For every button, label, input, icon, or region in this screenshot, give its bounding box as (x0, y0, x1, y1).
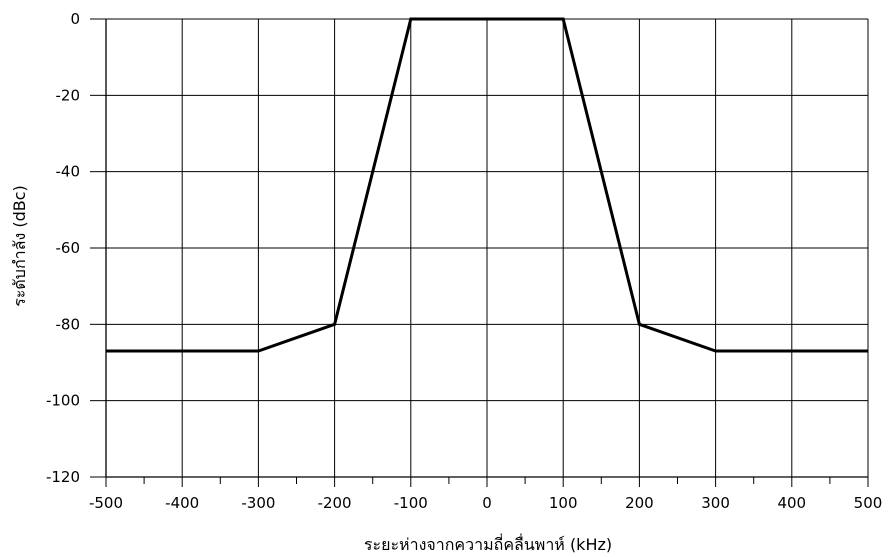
x-tick-label: 0 (482, 494, 492, 512)
y-tick-label: -20 (56, 86, 81, 104)
y-tick-label: 0 (70, 10, 80, 28)
x-tick-label: 400 (777, 494, 806, 512)
axes (90, 18, 869, 487)
x-tick-label: -300 (241, 494, 275, 512)
x-tick-label: 100 (549, 494, 578, 512)
x-tick-label: -500 (89, 494, 123, 512)
y-tick-label: -40 (56, 163, 81, 181)
y-tick-label: -100 (46, 392, 80, 410)
series-layer (106, 17, 868, 353)
y-axis-title: ระดับกำลัง (dBc) (10, 185, 29, 307)
tick-labels: 0 -20 -40 -60 -80 -100 -120 -500 -400 -300 -200 -10… (46, 10, 882, 512)
grid (106, 18, 869, 478)
x-tick-label: 300 (701, 494, 730, 512)
x-tick-label: -200 (318, 494, 352, 512)
x-tick-label: 200 (625, 494, 654, 512)
series-line (106, 17, 868, 353)
x-tick-label: -100 (394, 494, 428, 512)
x-axis-title: ระยะห่างจากความถี่คลื่นพาห์ (kHz) (364, 533, 612, 554)
x-tick-label: 500 (854, 494, 883, 512)
y-tick-label: -80 (56, 315, 81, 333)
x-tick-label: -400 (165, 494, 199, 512)
y-tick-label: -60 (56, 239, 81, 257)
y-tick-label: -120 (46, 468, 80, 486)
